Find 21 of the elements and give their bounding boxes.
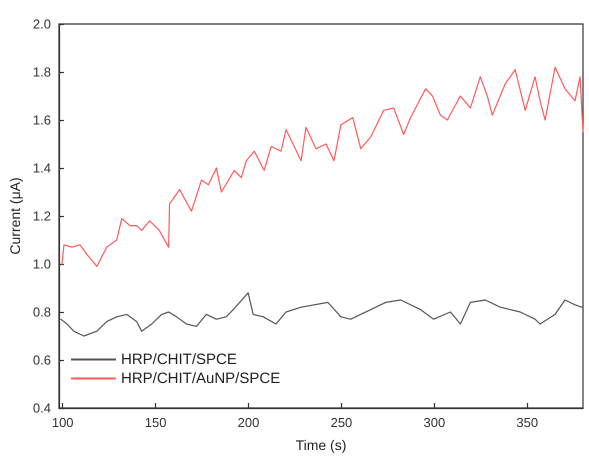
x-tick-label: 200 [238, 415, 260, 430]
y-tick-label: 2.0 [32, 16, 51, 32]
x-tick-label: 150 [144, 415, 166, 430]
line-series [61, 66, 584, 267]
y-tick-label: 1.4 [32, 160, 51, 176]
legend-label: HRP/CHIT/SPCE [121, 351, 237, 368]
x-tick-label: 300 [423, 415, 446, 430]
y-tick-label: 1.0 [32, 256, 51, 272]
y-tick-label: 1.2 [32, 208, 51, 224]
y-tick-label: 0.4 [32, 400, 51, 416]
y-tick-label: 1.8 [32, 64, 51, 80]
y-tick-label: 1.6 [32, 112, 51, 128]
y-axis-title: Current (μA) [7, 177, 23, 255]
x-tick-label: 250 [330, 415, 352, 430]
y-tick-label: 0.6 [32, 352, 51, 368]
x-axis-title: Time (s) [296, 437, 346, 453]
x-tick-label: 350 [516, 415, 538, 430]
y-tick-label: 0.8 [32, 304, 51, 320]
legend-label: HRP/CHIT/AuNP/SPCE [121, 370, 280, 387]
x-tick-label: 100 [52, 415, 74, 430]
line-series [60, 292, 582, 337]
